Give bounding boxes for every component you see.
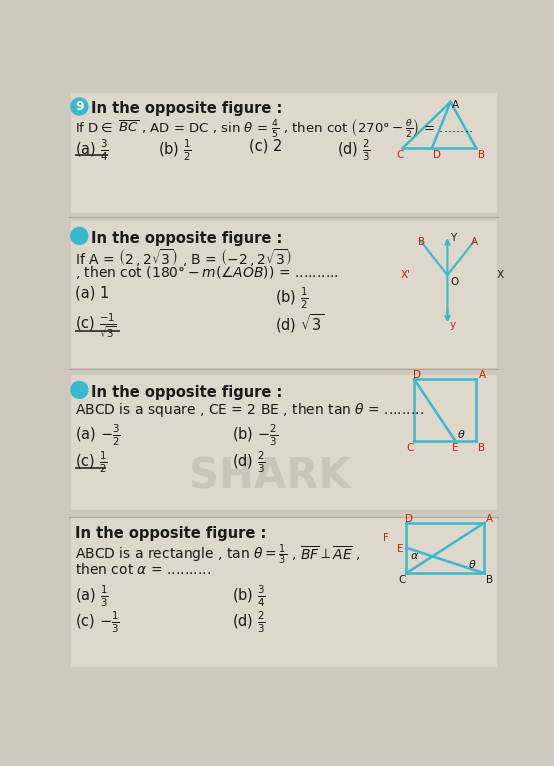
FancyBboxPatch shape <box>71 375 497 510</box>
Text: (d) $\frac{2}{3}$: (d) $\frac{2}{3}$ <box>232 610 266 635</box>
Text: (a) $\frac{1}{3}$: (a) $\frac{1}{3}$ <box>75 583 109 608</box>
Text: 9: 9 <box>75 100 84 113</box>
Text: $\theta$: $\theta$ <box>468 558 477 570</box>
Circle shape <box>71 98 88 115</box>
Text: A: A <box>479 370 485 380</box>
Text: F: F <box>383 533 388 543</box>
Text: Y: Y <box>450 233 456 243</box>
Circle shape <box>71 228 88 244</box>
Text: $\alpha$: $\alpha$ <box>411 551 419 561</box>
Text: In the opposite figure :: In the opposite figure : <box>91 101 283 116</box>
Text: (d) $\frac{2}{3}$: (d) $\frac{2}{3}$ <box>337 138 371 163</box>
Text: A: A <box>486 514 493 524</box>
Text: C: C <box>407 443 414 453</box>
Text: (c) $\frac{-1}{\sqrt{3}}$: (c) $\frac{-1}{\sqrt{3}}$ <box>75 312 117 342</box>
Text: (d) $\frac{2}{3}$: (d) $\frac{2}{3}$ <box>232 449 266 475</box>
Text: (a) $\frac{3}{4}$: (a) $\frac{3}{4}$ <box>75 138 109 163</box>
Text: In the opposite figure :: In the opposite figure : <box>91 231 283 246</box>
Text: C: C <box>396 149 404 159</box>
Text: (a) 1: (a) 1 <box>75 286 110 301</box>
Text: D: D <box>433 149 441 159</box>
Text: E: E <box>452 443 459 453</box>
Text: X: X <box>496 270 504 280</box>
Text: , then cot $\left(180° - m\left(\angle AOB\right)\right)$ = ..........: , then cot $\left(180° - m\left(\angle A… <box>75 264 339 281</box>
Text: E: E <box>397 544 403 554</box>
Text: ABCD is a rectangle , tan $\theta = \frac{1}{3}$ , $\overline{BF} \perp \overlin: ABCD is a rectangle , tan $\theta = \fra… <box>75 543 361 568</box>
Text: O: O <box>450 277 459 286</box>
Text: In the opposite figure :: In the opposite figure : <box>75 526 267 542</box>
Text: $\theta$: $\theta$ <box>456 428 465 440</box>
Text: (b) $\frac{1}{2}$: (b) $\frac{1}{2}$ <box>158 138 192 163</box>
Text: (d) $\sqrt{3}$: (d) $\sqrt{3}$ <box>275 312 324 335</box>
Text: B: B <box>479 443 485 453</box>
Text: B: B <box>418 237 425 247</box>
Text: (c) $\frac{1}{2}$: (c) $\frac{1}{2}$ <box>75 449 108 475</box>
FancyBboxPatch shape <box>71 517 497 667</box>
Text: D: D <box>405 514 413 524</box>
Text: If D$\in$ $\overline{BC}$ , AD = DC , sin $\theta$ = $\frac{4}{5}$ , then cot $\: If D$\in$ $\overline{BC}$ , AD = DC , si… <box>75 116 474 139</box>
Text: X': X' <box>401 270 411 280</box>
Text: (b) $\frac{3}{4}$: (b) $\frac{3}{4}$ <box>232 583 266 608</box>
Text: In the opposite figure :: In the opposite figure : <box>91 385 283 400</box>
Text: (b) $\frac{1}{2}$: (b) $\frac{1}{2}$ <box>275 286 309 311</box>
Text: (c) 2: (c) 2 <box>249 138 283 153</box>
Text: SHARK: SHARK <box>189 455 351 497</box>
FancyBboxPatch shape <box>71 221 497 368</box>
Text: B: B <box>486 575 493 585</box>
Text: C: C <box>399 575 406 585</box>
Text: D: D <box>413 370 420 380</box>
Text: (b) $-\frac{2}{3}$: (b) $-\frac{2}{3}$ <box>232 423 278 448</box>
Text: (c) $-\frac{1}{3}$: (c) $-\frac{1}{3}$ <box>75 610 120 635</box>
Text: ABCD is a square , CE = 2 BE , then tan $\theta$ = .........: ABCD is a square , CE = 2 BE , then tan … <box>75 401 424 420</box>
Circle shape <box>71 381 88 398</box>
FancyBboxPatch shape <box>71 93 497 213</box>
Text: (a) $-\frac{3}{2}$: (a) $-\frac{3}{2}$ <box>75 423 121 448</box>
Text: A: A <box>452 100 459 110</box>
Text: then cot $\alpha$ = ..........: then cot $\alpha$ = .......... <box>75 561 212 577</box>
Text: y: y <box>450 320 456 330</box>
Text: If A = $\left(2\,,2\sqrt{3}\right)$ , B = $\left(-2\,,2\sqrt{3}\right)$: If A = $\left(2\,,2\sqrt{3}\right)$ , B … <box>75 247 293 268</box>
Text: B: B <box>478 149 485 159</box>
Text: A: A <box>471 237 478 247</box>
